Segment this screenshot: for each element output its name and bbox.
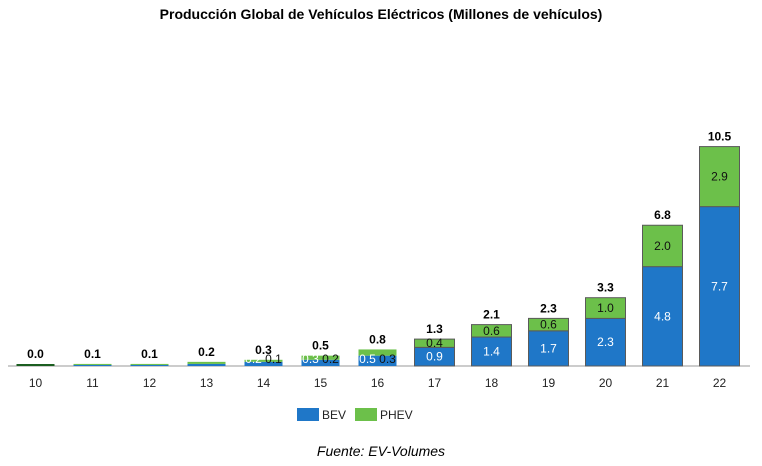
total-label: 0.8 xyxy=(369,332,386,346)
segment-label-bev: 2.3 xyxy=(597,335,614,349)
segment-label-bev: 1.4 xyxy=(483,345,500,359)
bar-segment-phev xyxy=(642,224,683,268)
bar-segment-phev xyxy=(414,338,455,348)
x-tick-label: 12 xyxy=(143,376,157,390)
legend-swatch-bev xyxy=(297,408,319,421)
legend-label-phev: PHEV xyxy=(380,408,413,422)
total-label: 3.3 xyxy=(597,281,614,295)
total-label: 1.3 xyxy=(426,322,443,336)
bar-segment-bev xyxy=(187,363,226,366)
bar-segment-bev xyxy=(642,266,683,367)
total-label: 2.3 xyxy=(540,301,557,315)
segment-label-phev: 0.6 xyxy=(540,318,557,332)
x-tick-label: 19 xyxy=(542,376,556,390)
legend-label-bev: BEV xyxy=(322,408,346,422)
x-tick-label: 13 xyxy=(200,376,214,390)
bar-segment-bev xyxy=(244,361,283,366)
total-label: 0.5 xyxy=(312,339,329,353)
segment-label-phev: 1.0 xyxy=(597,301,614,315)
total-label: 0.3 xyxy=(255,343,272,357)
x-tick-label: 14 xyxy=(257,376,271,390)
bar-segment-phev xyxy=(585,297,626,319)
source-note: Fuente: EV-Volumes xyxy=(316,443,446,459)
segment-label-phev: 0.6 xyxy=(483,324,500,338)
total-label: 0.1 xyxy=(84,347,101,361)
bar-segment-bev xyxy=(585,317,626,367)
segment-label-phev: 2.0 xyxy=(654,239,671,253)
bar-segment-phev xyxy=(301,355,340,360)
bar-segment-phev xyxy=(358,349,397,356)
bar-segment-bev xyxy=(358,355,397,366)
x-tick-label: 17 xyxy=(428,376,442,390)
x-tick-label: 16 xyxy=(371,376,385,390)
segment-label-bev: 4.8 xyxy=(654,309,671,323)
bar-segment-bev xyxy=(301,359,340,366)
chart-title: Producción Global de Vehículos Eléctrico… xyxy=(159,6,603,22)
total-label: 0.2 xyxy=(198,345,215,359)
bar-segment-bev xyxy=(699,206,740,367)
segment-label-phev: 0.3 xyxy=(379,352,396,366)
bar-segment-phev xyxy=(471,324,512,338)
segment-label-bev: 0.2 xyxy=(245,352,262,366)
bar-segment-bev xyxy=(73,364,112,366)
segment-label-phev: 0.2 xyxy=(322,352,339,366)
x-tick-label: 20 xyxy=(599,376,613,390)
x-tick-label: 21 xyxy=(656,376,670,390)
total-label: 6.8 xyxy=(654,208,671,222)
segment-label-bev: 7.7 xyxy=(711,279,728,293)
x-tick-label: 15 xyxy=(314,376,328,390)
segment-label-bev: 0.5 xyxy=(359,352,376,366)
x-tick-label: 22 xyxy=(713,376,727,390)
bar-segment-empty xyxy=(16,364,55,366)
legend-swatch-phev xyxy=(355,408,377,421)
segment-label-phev: 2.9 xyxy=(711,170,728,184)
x-tick-label: 11 xyxy=(86,376,99,390)
segment-label-phev: 0.4 xyxy=(426,336,443,350)
bar-segment-phev xyxy=(528,317,569,332)
bar-segment-bev xyxy=(130,364,169,366)
total-label: 0.1 xyxy=(141,347,158,361)
bar-segment-phev xyxy=(187,361,226,364)
bar-segment-bev xyxy=(528,330,569,367)
bar-segment-phev xyxy=(244,359,283,362)
legend: BEV PHEV xyxy=(297,408,413,422)
segment-label-phev: 0.1 xyxy=(265,352,282,366)
x-tick-label: 18 xyxy=(485,376,499,390)
segment-label-bev: 1.7 xyxy=(540,341,557,355)
total-label: 0.0 xyxy=(27,347,44,361)
total-label: 10.5 xyxy=(708,130,732,144)
bar-segment-phev xyxy=(699,146,740,208)
bar-segment-phev xyxy=(73,363,112,365)
total-label: 2.1 xyxy=(483,308,500,322)
segment-label-bev: 0.9 xyxy=(426,350,443,364)
bar-segment-phev xyxy=(130,363,169,365)
x-tick-label: 10 xyxy=(29,376,43,390)
segment-label-bev: 0.3 xyxy=(302,352,319,366)
